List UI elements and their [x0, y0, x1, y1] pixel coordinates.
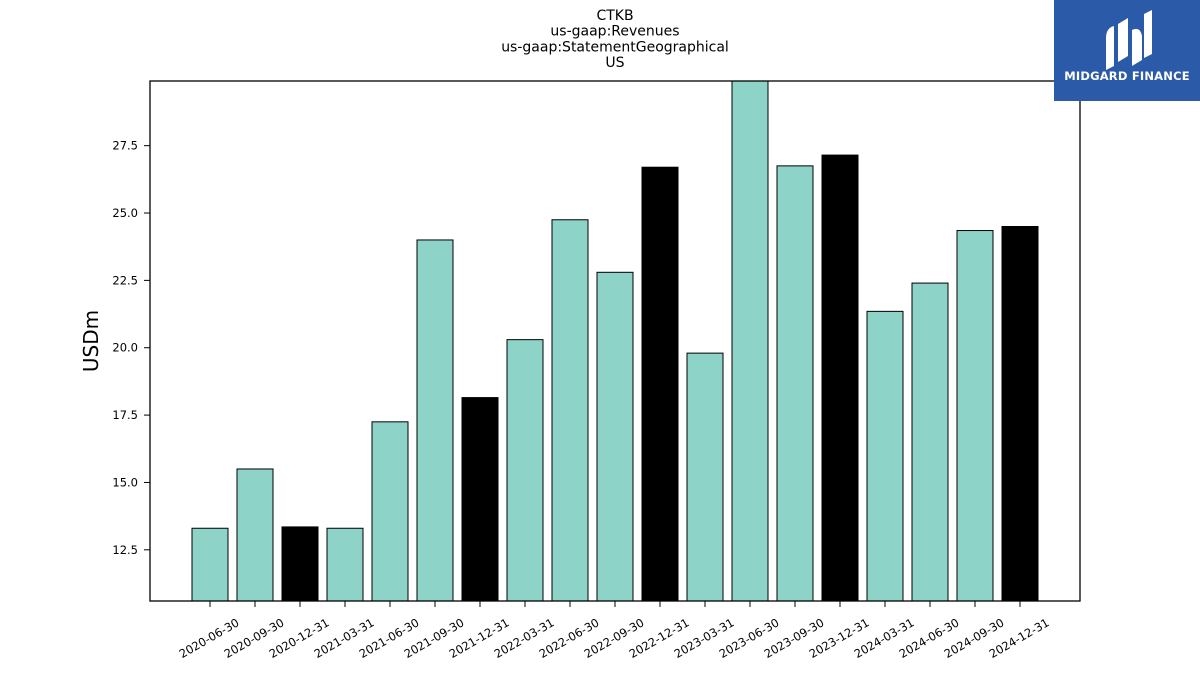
bar-2020-06-30: [191, 527, 229, 602]
bar-2023-06-30: [731, 80, 769, 602]
bar-2021-03-31: [326, 527, 364, 602]
bar-2021-06-30: [371, 421, 409, 602]
y-tick-label: 20.0: [112, 341, 138, 355]
bars: [191, 80, 1039, 602]
title-line-1: CTKB: [596, 8, 633, 24]
title-line-4: US: [605, 55, 624, 71]
y-tick-label: 22.5: [112, 273, 138, 287]
title-line-2: us-gaap:Revenues: [550, 24, 679, 40]
y-axis-label: USDm: [79, 310, 103, 372]
y-tick-label: 27.5: [112, 139, 138, 153]
bar-2023-12-31: [821, 154, 859, 602]
x-axis-ticks: 2020-06-302020-09-302020-12-312021-03-31…: [177, 601, 1052, 661]
bar-2022-12-31: [641, 166, 679, 602]
y-tick-label: 12.5: [112, 543, 138, 557]
title-line-3: us-gaap:StatementGeographical: [501, 39, 729, 55]
plot-frame: [149, 80, 1081, 602]
bar-2023-09-30: [776, 165, 814, 602]
bar-2022-03-31: [506, 339, 544, 602]
bar-2020-09-30: [236, 468, 274, 602]
chart-title: CTKBus-gaap:Revenuesus-gaap:StatementGeo…: [501, 8, 729, 71]
y-tick-label: 17.5: [112, 408, 138, 422]
bar-2022-09-30: [596, 271, 634, 602]
bar-2021-09-30: [416, 239, 454, 602]
bar-2020-12-31: [281, 526, 319, 602]
bar-2021-12-31: [461, 397, 499, 602]
midgard-finance-logo: MIDGARD FINANCE: [1054, 0, 1200, 101]
bar-2023-03-31: [686, 352, 724, 602]
bar-2024-12-31: [1001, 225, 1039, 602]
y-tick-label: 25.0: [112, 206, 138, 220]
bar-2024-09-30: [956, 230, 994, 602]
y-axis-ticks: 12.5 15.0 17.5 20.0 22.5 25.0 27.5: [112, 139, 150, 557]
bar-2024-06-30: [911, 282, 949, 602]
bar-2024-03-31: [866, 310, 904, 602]
bar-2022-06-30: [551, 219, 589, 602]
logo-text: MIDGARD FINANCE: [1064, 69, 1190, 83]
y-tick-label: 15.0: [112, 475, 138, 489]
midgard-logo-icon: [1106, 10, 1152, 70]
